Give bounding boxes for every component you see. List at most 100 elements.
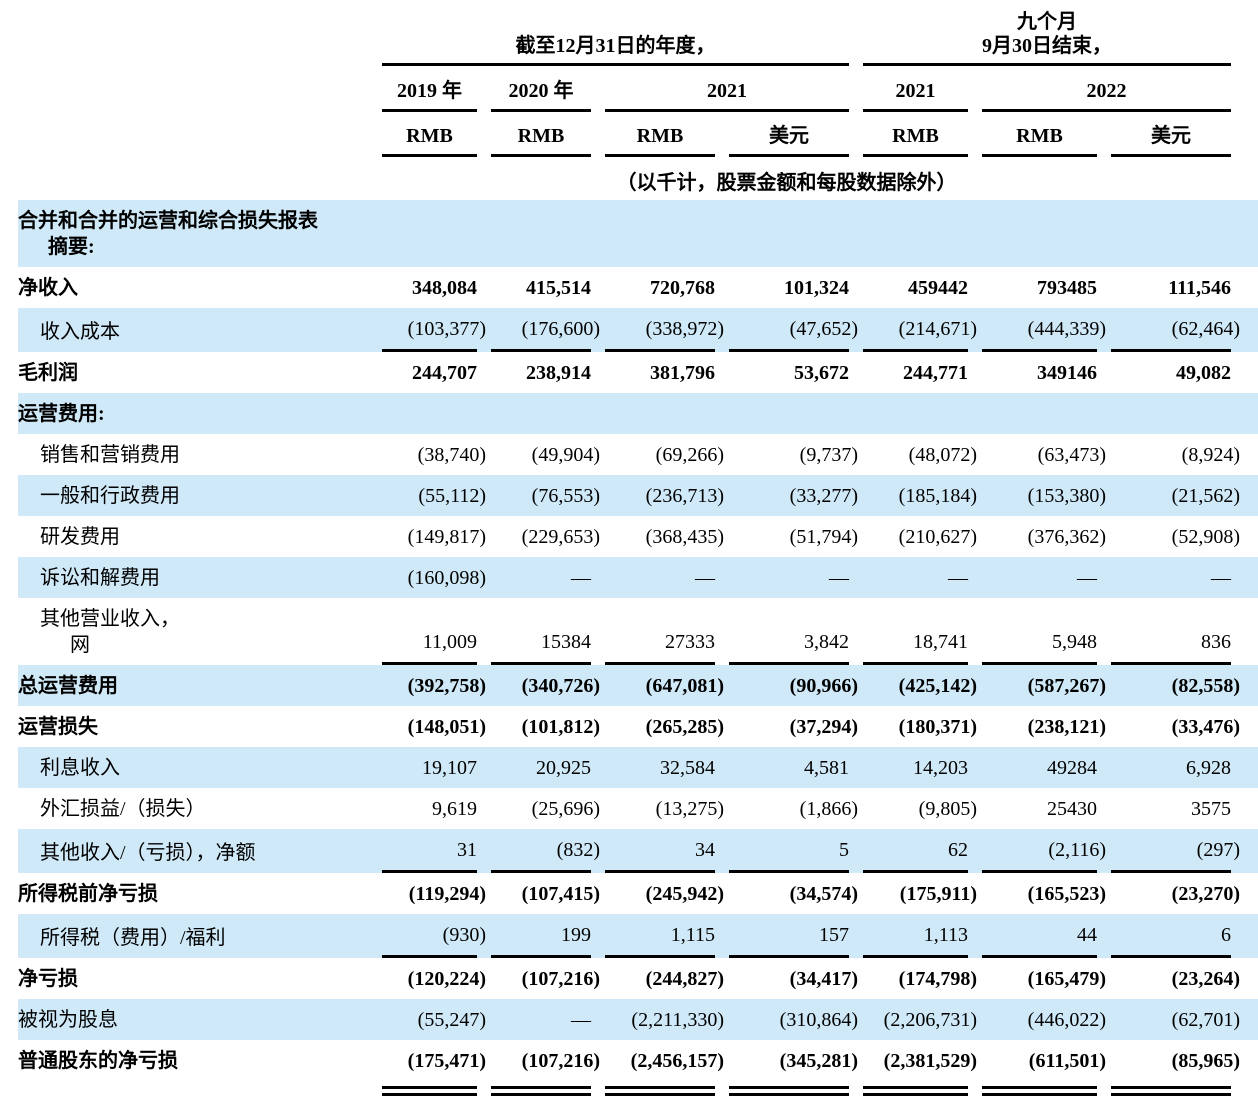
value-cell: (587,267): [982, 673, 1106, 699]
row-label: 净收入: [18, 275, 368, 301]
value-cell: (120,224): [382, 966, 486, 992]
value-cell: (2,211,330): [605, 1007, 724, 1033]
value-text: (52,908): [1171, 526, 1240, 548]
value-cell: (153,380): [982, 483, 1106, 509]
value-cell: (90,966): [729, 673, 858, 699]
value-text: 25430: [1047, 798, 1097, 820]
double-rule: [491, 1086, 591, 1096]
value-text: (25,696): [531, 798, 600, 820]
value-cell: (210,627): [863, 524, 977, 550]
value-cell: 15384: [491, 629, 591, 665]
table-row: 所得税（费用）/福利 (930) 199 1,115 157 1,113 44 6: [18, 914, 1258, 958]
value-text: (34,574): [789, 883, 858, 905]
table-row: 其他营业收入， 网 11,009 15384 27333 3,842 18,741 5,948…: [18, 598, 1258, 665]
table-body: 合并和合并的运营和综合损失报表 摘要: 净收入 348,084 415,514 720,7…: [18, 200, 1258, 1096]
row-label-line1: 总运营费用: [18, 675, 118, 697]
value-cell: (85,965): [1111, 1048, 1240, 1074]
value-cell: (9,805): [863, 796, 977, 822]
value-cell: 31: [382, 837, 477, 873]
value-cell: 459442: [863, 275, 968, 301]
value-text: (23,270): [1171, 883, 1240, 905]
value-text: —: [695, 567, 715, 589]
value-cell: —: [729, 565, 849, 591]
row-label-line1: 一般和行政费用: [40, 485, 180, 507]
unit-header-usd-2021: 美元: [729, 112, 849, 157]
value-cell: 3575: [1111, 796, 1231, 822]
value-text: (2,381,529): [883, 1050, 977, 1072]
row-label: 毛利润: [18, 360, 368, 386]
value-text: (368,435): [645, 526, 724, 548]
value-cell: (165,479): [982, 966, 1106, 992]
value-text: 459442: [908, 277, 968, 299]
row-label: 研发费用: [18, 524, 368, 550]
value-text: (338,972): [645, 318, 724, 340]
value-cell: (63,473): [982, 442, 1106, 468]
value-cell: (2,206,731): [863, 1007, 977, 1033]
value-cell: 27333: [605, 629, 715, 665]
value-cell: (368,435): [605, 524, 724, 550]
value-cell: 6,928: [1111, 755, 1231, 781]
table-row: 被视为股息 (55,247) — (2,211,330) (310,864) (2,206…: [18, 999, 1258, 1040]
value-text: (214,671): [898, 318, 977, 340]
value-cell: (55,112): [382, 483, 486, 509]
value-cell: 101,324: [729, 275, 849, 301]
value-cell: (34,417): [729, 966, 858, 992]
column-group-nine-months-line2: 9月30日结束，: [982, 35, 1112, 57]
row-label: 总运营费用: [18, 673, 368, 699]
value-text: 62: [948, 839, 968, 861]
value-cell: (49,904): [491, 442, 600, 468]
row-label: 所得税（费用）/福利: [18, 925, 368, 958]
value-cell: 6: [1111, 922, 1231, 958]
value-text: (76,553): [531, 485, 600, 507]
table-row: 利息收入 19,107 20,925 32,584 4,581 14,203 49284 6,…: [18, 747, 1258, 788]
value-text: (392,758): [407, 675, 486, 697]
value-text: 6,928: [1186, 757, 1231, 779]
value-text: (160,098): [407, 567, 486, 589]
column-group-annual-label: 截至12月31日的年度，: [515, 35, 716, 57]
table-row: 其他收入/（亏损），净额 31 (832) 34 5 62 (2,116) (297): [18, 829, 1258, 873]
value-text: (647,081): [645, 675, 724, 697]
value-cell: (229,653): [491, 524, 600, 550]
value-text: 1,113: [923, 924, 968, 946]
row-label: 普通股东的净亏损: [18, 1048, 368, 1074]
value-cell: (2,456,157): [605, 1048, 724, 1074]
value-text: (2,206,731): [883, 1009, 977, 1031]
value-text: 1,115: [670, 924, 715, 946]
value-cell: (1,866): [729, 796, 858, 822]
value-cell: 18,741: [863, 629, 968, 665]
value-text: (832): [556, 839, 600, 861]
value-text: 244,707: [412, 362, 477, 384]
row-label-line2: 摘要:: [48, 236, 95, 258]
value-cell: 4,581: [729, 755, 849, 781]
value-text: (180,371): [898, 716, 977, 738]
value-cell: (82,558): [1111, 673, 1240, 699]
value-text: 53,672: [794, 362, 849, 384]
value-cell: 5,948: [982, 629, 1097, 665]
value-text: 9,619: [432, 798, 477, 820]
year-2019-header: 2019 年: [382, 66, 477, 112]
value-cell: —: [982, 565, 1097, 591]
value-cell: (165,523): [982, 881, 1106, 907]
row-label: 被视为股息: [18, 1007, 368, 1033]
row-label-line1: 外汇损益/（损失）: [40, 798, 206, 820]
table-header-units: RMB RMB RMB 美元 RMB RMB 美元: [18, 112, 1258, 157]
value-text: (244,827): [645, 968, 724, 990]
value-cell: 348,084: [382, 275, 477, 301]
table-row: 运营损失 (148,051) (101,812) (265,285) (37,294) (…: [18, 706, 1258, 747]
value-cell: 381,796: [605, 360, 715, 386]
value-text: (63,473): [1037, 444, 1106, 466]
double-rule: [729, 1086, 849, 1096]
value-cell: (345,281): [729, 1048, 858, 1074]
value-text: 101,324: [784, 277, 849, 299]
table-row: 研发费用 (149,817) (229,653) (368,435) (51,794) (…: [18, 516, 1258, 557]
value-cell: 199: [491, 922, 591, 958]
table-row: 所得税前净亏损 (119,294) (107,415) (245,942) (34,57…: [18, 873, 1258, 914]
value-cell: (647,081): [605, 673, 724, 699]
value-cell: 9,619: [382, 796, 477, 822]
value-text: (103,377): [407, 318, 486, 340]
value-text: (236,713): [645, 485, 724, 507]
value-cell: 349146: [982, 360, 1097, 386]
table-row: 净收入 348,084 415,514 720,768 101,324 459442 793…: [18, 267, 1258, 308]
year-2021-annual-header: 2021: [605, 66, 849, 112]
value-text: (165,479): [1027, 968, 1106, 990]
